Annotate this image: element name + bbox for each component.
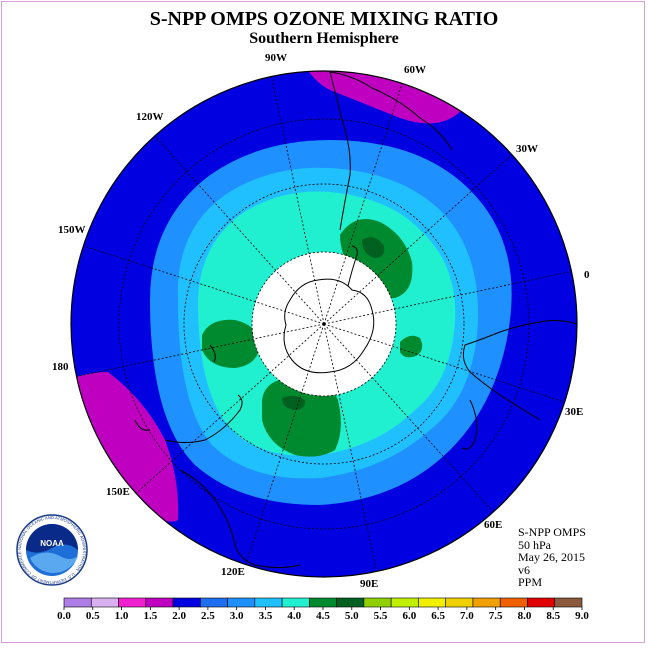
core-130e [282,395,306,410]
colorbar-tick-label: 7.0 [460,610,474,622]
core-30w [362,237,385,258]
colorbar-tick-label: 9.0 [575,610,589,622]
lon-label-150e: 150E [106,486,130,498]
colorbar-swatch [418,597,446,608]
colorbar-tick-label: 2.0 [172,610,186,622]
noaa-logo-text: NOAA [40,539,64,548]
colorbar-swatch [172,597,201,608]
map-subtitle: Southern Hemisphere [249,30,399,47]
info-product: S-NPP OMPS [518,525,586,539]
colorbar-tick-label: 0.0 [57,610,71,622]
colorbar-tick-label: 2.5 [201,610,215,622]
map-boundary [70,70,578,578]
colorbar-swatch [554,597,583,608]
colorbar-tick-label: 8.0 [518,610,532,622]
colorbar-tick-label: 4.5 [316,610,330,622]
colorbar-tick-label: 6.0 [402,610,416,622]
colorbar-swatch [227,597,256,608]
lon-label-30e: 30E [565,406,583,418]
colorbar: 0.0 0.5 1.0 1.5 2.0 2.5 3.0 3.5 4.0 4.5 5.0 5.5 6.0 6… [57,597,589,622]
colorbar-swatch [145,597,174,608]
lon-label-120e: 120E [221,566,245,578]
lon-label-30w: 30W [516,143,538,155]
colorbar-tick-label: 5.5 [374,610,388,622]
colorbar-swatch [527,597,556,608]
colorbar-swatch [281,597,310,608]
coastlines [134,71,577,568]
colorbar-swatch [363,597,392,608]
maximum-130e [262,378,341,457]
ozone-field [71,71,577,577]
colorbar-tick-label: 7.5 [489,610,503,622]
lon-label-60w: 60W [404,64,426,76]
colorbar-swatch [499,597,528,608]
colorbar-swatch [390,597,419,608]
info-date: May 26, 2015 [518,550,585,564]
colorbar-tick-label: 1.0 [115,610,129,622]
info-version: v6 [518,563,530,577]
noaa-logo: NOAA NATIONAL OCEANIC AND ATMOSPHERIC AD… [16,514,88,586]
info-units: PPM [518,575,543,589]
lon-label-180: 180 [52,361,69,373]
info-level: 50 hPa [518,538,551,552]
colorbar-swatch [309,597,337,608]
colorbar-tick-label: 6.5 [431,610,445,622]
lon-label-0: 0 [584,269,590,281]
lon-label-90w: 90W [265,52,287,64]
latitude-circle [183,183,465,465]
colorbar-swatch [472,597,501,608]
lon-label-60e: 60E [484,519,502,531]
colorbar-tick-label: 3.0 [230,610,244,622]
lon-label-150w: 150W [58,224,86,236]
colorbar-tick-label: 8.5 [546,610,560,622]
colorbar-swatch [63,597,92,608]
maximum-160w [202,319,260,368]
map-title: S-NPP OMPS OZONE MIXING RATIO [149,8,499,30]
colorbar-swatch [254,597,283,608]
colorbar-tick-label: 5.0 [345,610,359,622]
maximum-60e [400,335,423,358]
colorbar-swatch [336,597,365,608]
latitude-circle [251,251,397,397]
colorbar-swatch [90,597,119,608]
colorbar-tick-label: 1.5 [143,610,157,622]
colorbar-swatch [118,597,147,608]
lon-label-120w: 120W [136,111,164,123]
colorbar-tick-label: 3.5 [259,610,273,622]
colorbar-swatch [200,597,228,608]
colorbar-tick-label: 4.0 [287,610,301,622]
colorbar-tick-label: 0.5 [86,610,100,622]
lon-label-90e: 90E [360,578,378,590]
colorbar-swatch [445,597,474,608]
